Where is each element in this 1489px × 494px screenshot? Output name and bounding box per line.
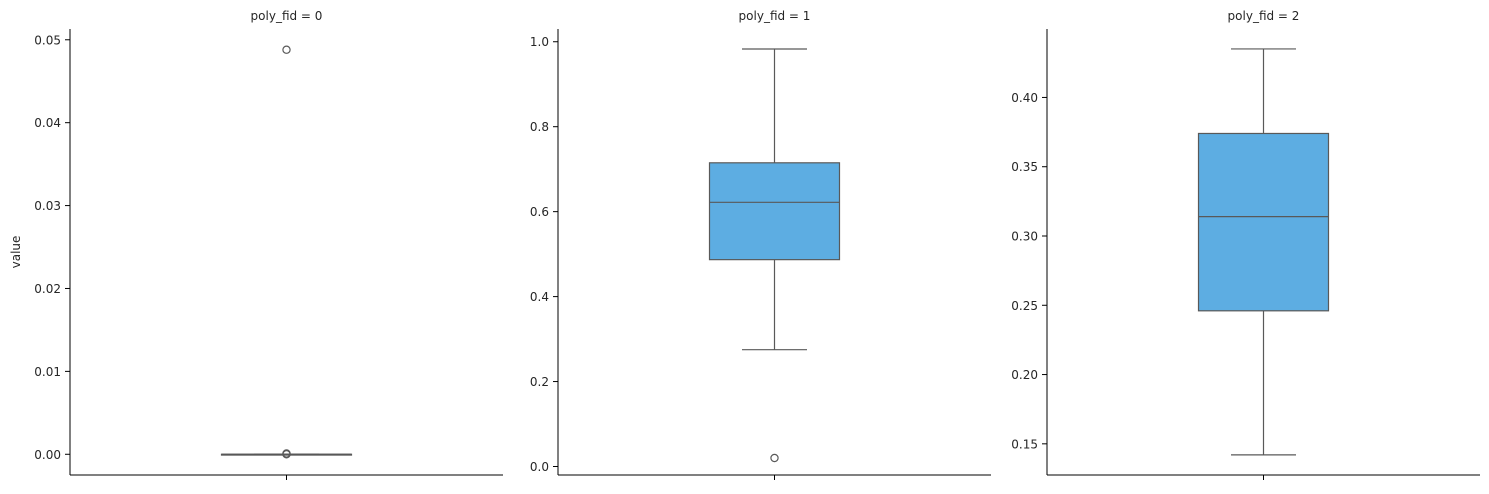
- y-tick-label: 0.00: [34, 448, 61, 462]
- box-iqr: [708, 162, 841, 261]
- y-tick-label: 0.4: [530, 290, 549, 304]
- outlier-point: [282, 450, 291, 459]
- panel-title: poly_fid = 1: [739, 9, 811, 23]
- y-tick-label: 0.01: [34, 365, 61, 379]
- panel-title: poly_fid = 2: [1228, 9, 1300, 23]
- box-iqr: [1197, 132, 1330, 312]
- y-tick-label: 0.35: [1011, 160, 1038, 174]
- panel-title: poly_fid = 0: [251, 9, 323, 23]
- y-tick-label: 1.0: [530, 35, 549, 49]
- y-tick-label: 0.20: [1011, 368, 1038, 382]
- y-tick-label: 0.02: [34, 282, 61, 296]
- y-tick-label: 0.25: [1011, 299, 1038, 313]
- y-tick-label: 0.8: [530, 120, 549, 134]
- y-tick-label: 0.05: [34, 33, 61, 47]
- y-tick-label: 0.04: [34, 116, 61, 130]
- y-tick-label: 0.6: [530, 205, 549, 219]
- y-tick-label: 0.40: [1011, 91, 1038, 105]
- y-tick-label: 0.2: [530, 375, 549, 389]
- outlier-point: [282, 45, 291, 54]
- y-tick-label: 0.0: [530, 460, 549, 474]
- y-tick-label: 0.03: [34, 199, 61, 213]
- y-axis-label: value: [9, 236, 23, 269]
- y-tick-label: 0.30: [1011, 229, 1038, 243]
- y-tick-label: 0.15: [1011, 437, 1038, 451]
- outlier-point: [770, 453, 779, 463]
